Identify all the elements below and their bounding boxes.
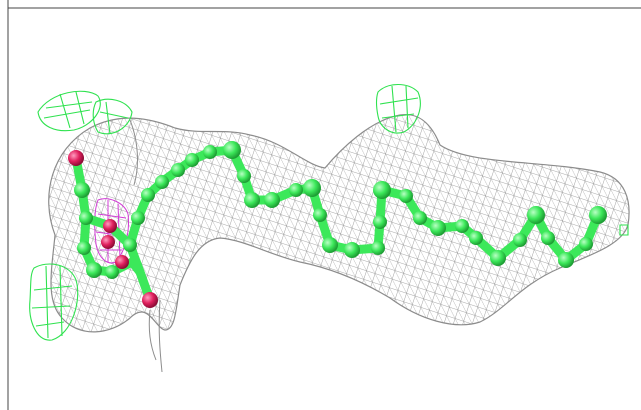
oxygen-atoms	[68, 150, 158, 308]
carbon-atoms	[74, 141, 607, 279]
positive-density-blobs	[29, 83, 629, 341]
